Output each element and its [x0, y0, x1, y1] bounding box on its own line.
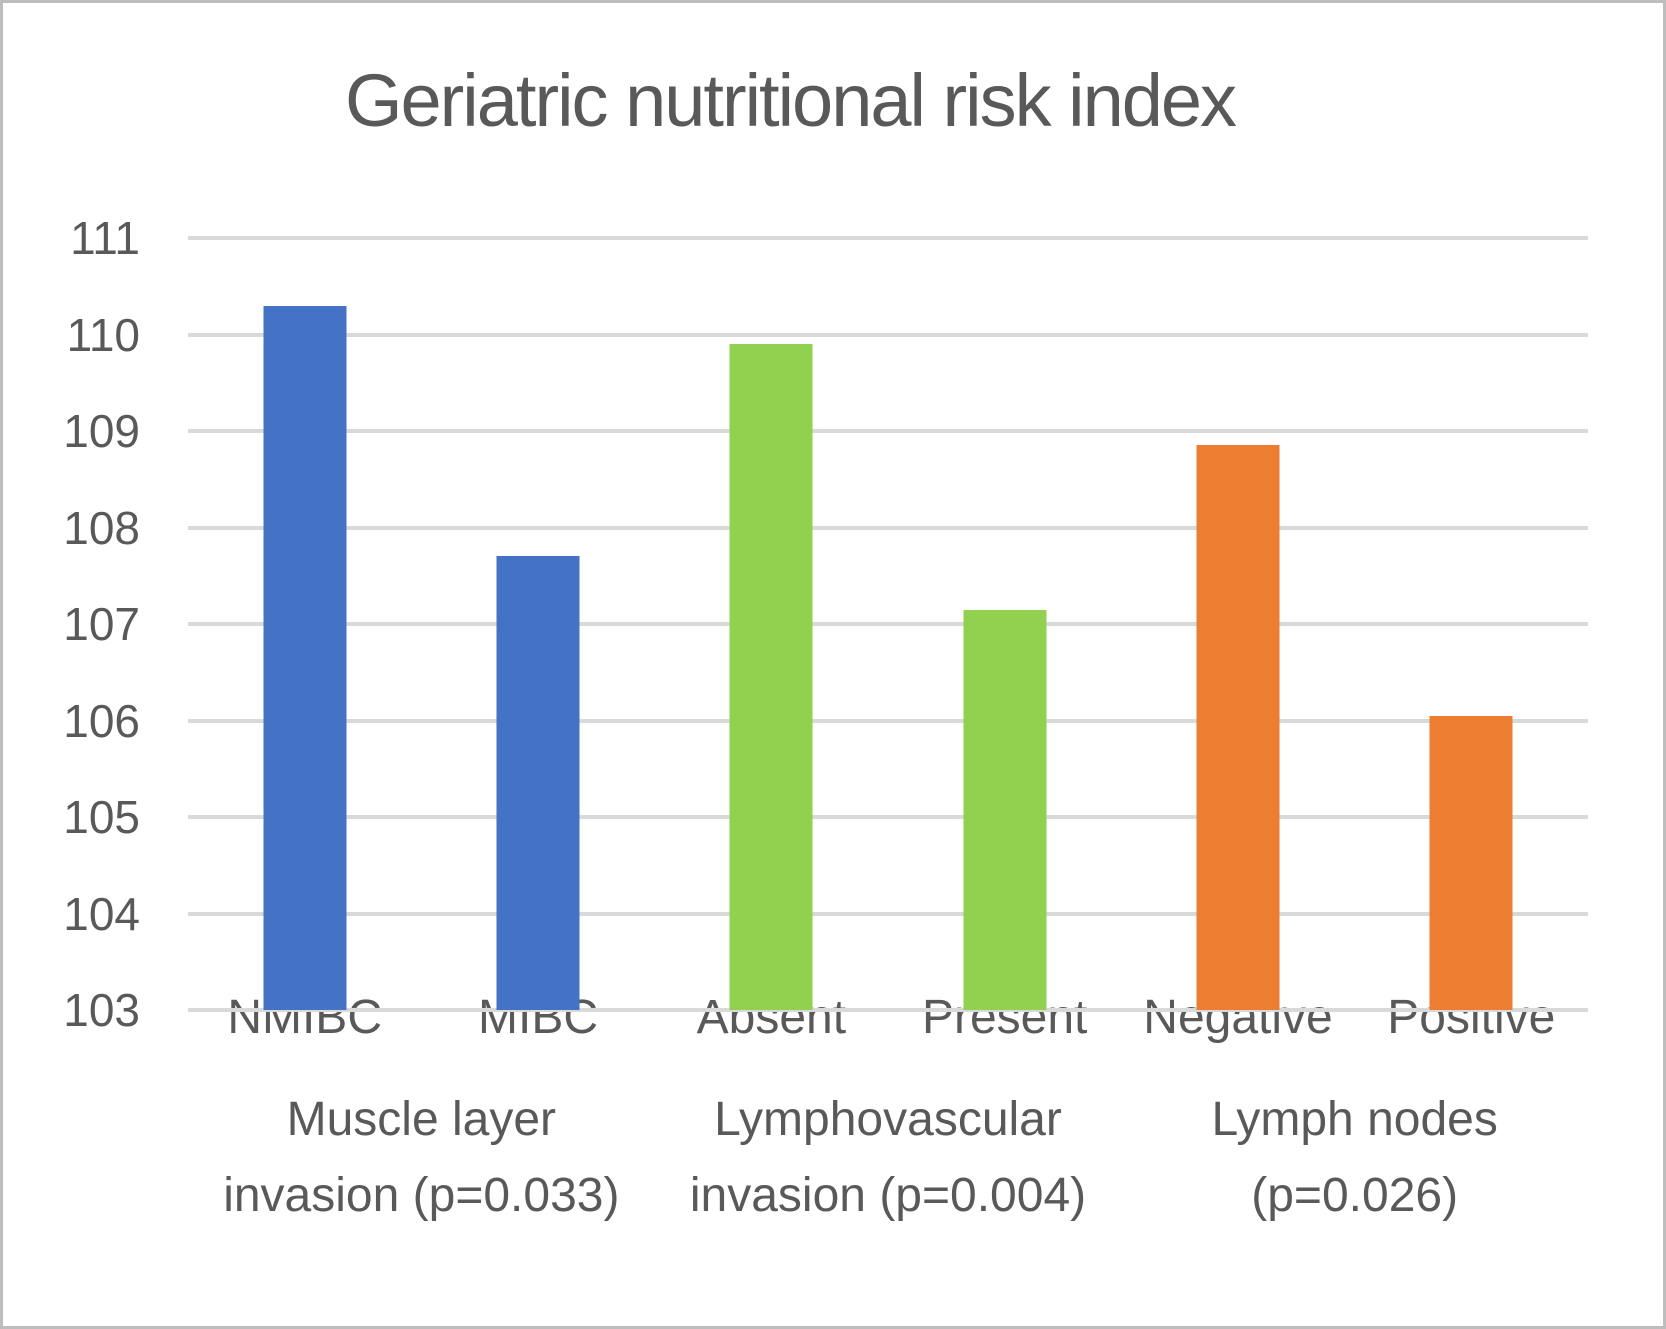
- gridline-104: [188, 911, 1588, 916]
- group-label-1-line2: invasion (p=0.033): [223, 1169, 620, 1222]
- y-tick-label-111: 111: [70, 212, 140, 264]
- y-tick-label-108: 108: [63, 501, 140, 554]
- group-label-1-line1: Muscle layer: [286, 1093, 557, 1146]
- y-axis-tick-labels: 111 110 109 108 107 106 105 104 103: [28, 212, 140, 1036]
- chart-title: Geriatric nutritional risk index: [344, 59, 1237, 142]
- y-tick-label-109: 109: [63, 405, 140, 457]
- group-label-3-line2: (p=0.026): [1251, 1169, 1459, 1222]
- group-label-1: Muscle layer invasion (p=0.033): [223, 1082, 619, 1234]
- y-tick-label-110: 110: [66, 308, 140, 361]
- y-tick-label-104: 104: [63, 887, 140, 940]
- y-tick-label-103: 103: [63, 984, 140, 1036]
- bar-nmibc: [263, 305, 347, 1010]
- gridline-105: [188, 815, 1588, 819]
- gridline-106: [188, 718, 1588, 723]
- gridline-110: [188, 332, 1588, 337]
- x-axis-category-labels: NMIBC MIBC Absent Present Negative Positive: [188, 990, 1588, 1050]
- gridline-108: [188, 525, 1588, 530]
- group-label-2: Lymphovascular invasion (p=0.004): [690, 1082, 1086, 1234]
- x-axis-group-labels: Muscle layer invasion (p=0.033) Lymphovasc…: [188, 1082, 1588, 1252]
- y-tick-label-106: 106: [63, 694, 140, 747]
- gridline-109: [188, 429, 1588, 433]
- bar-present: [963, 609, 1047, 1010]
- bar-mibc: [496, 556, 580, 1010]
- gridline-107: [188, 622, 1588, 626]
- plot-area: [188, 236, 1588, 1012]
- y-tick-label-107: 107: [63, 598, 140, 650]
- group-label-2-line2: invasion (p=0.004): [689, 1169, 1087, 1222]
- gridline-111: [188, 236, 1588, 240]
- bar-absent: [729, 344, 813, 1010]
- y-tick-label-105: 105: [63, 791, 140, 843]
- bar-negative: [1196, 445, 1280, 1010]
- bar-positive: [1429, 715, 1513, 1010]
- group-label-3: Lymph nodes (p=0.026): [1211, 1082, 1497, 1234]
- group-label-2-line1: Lymphovascular: [714, 1093, 1062, 1146]
- gridline-103: [188, 1008, 1588, 1012]
- group-label-3-line1: Lymph nodes: [1211, 1093, 1498, 1146]
